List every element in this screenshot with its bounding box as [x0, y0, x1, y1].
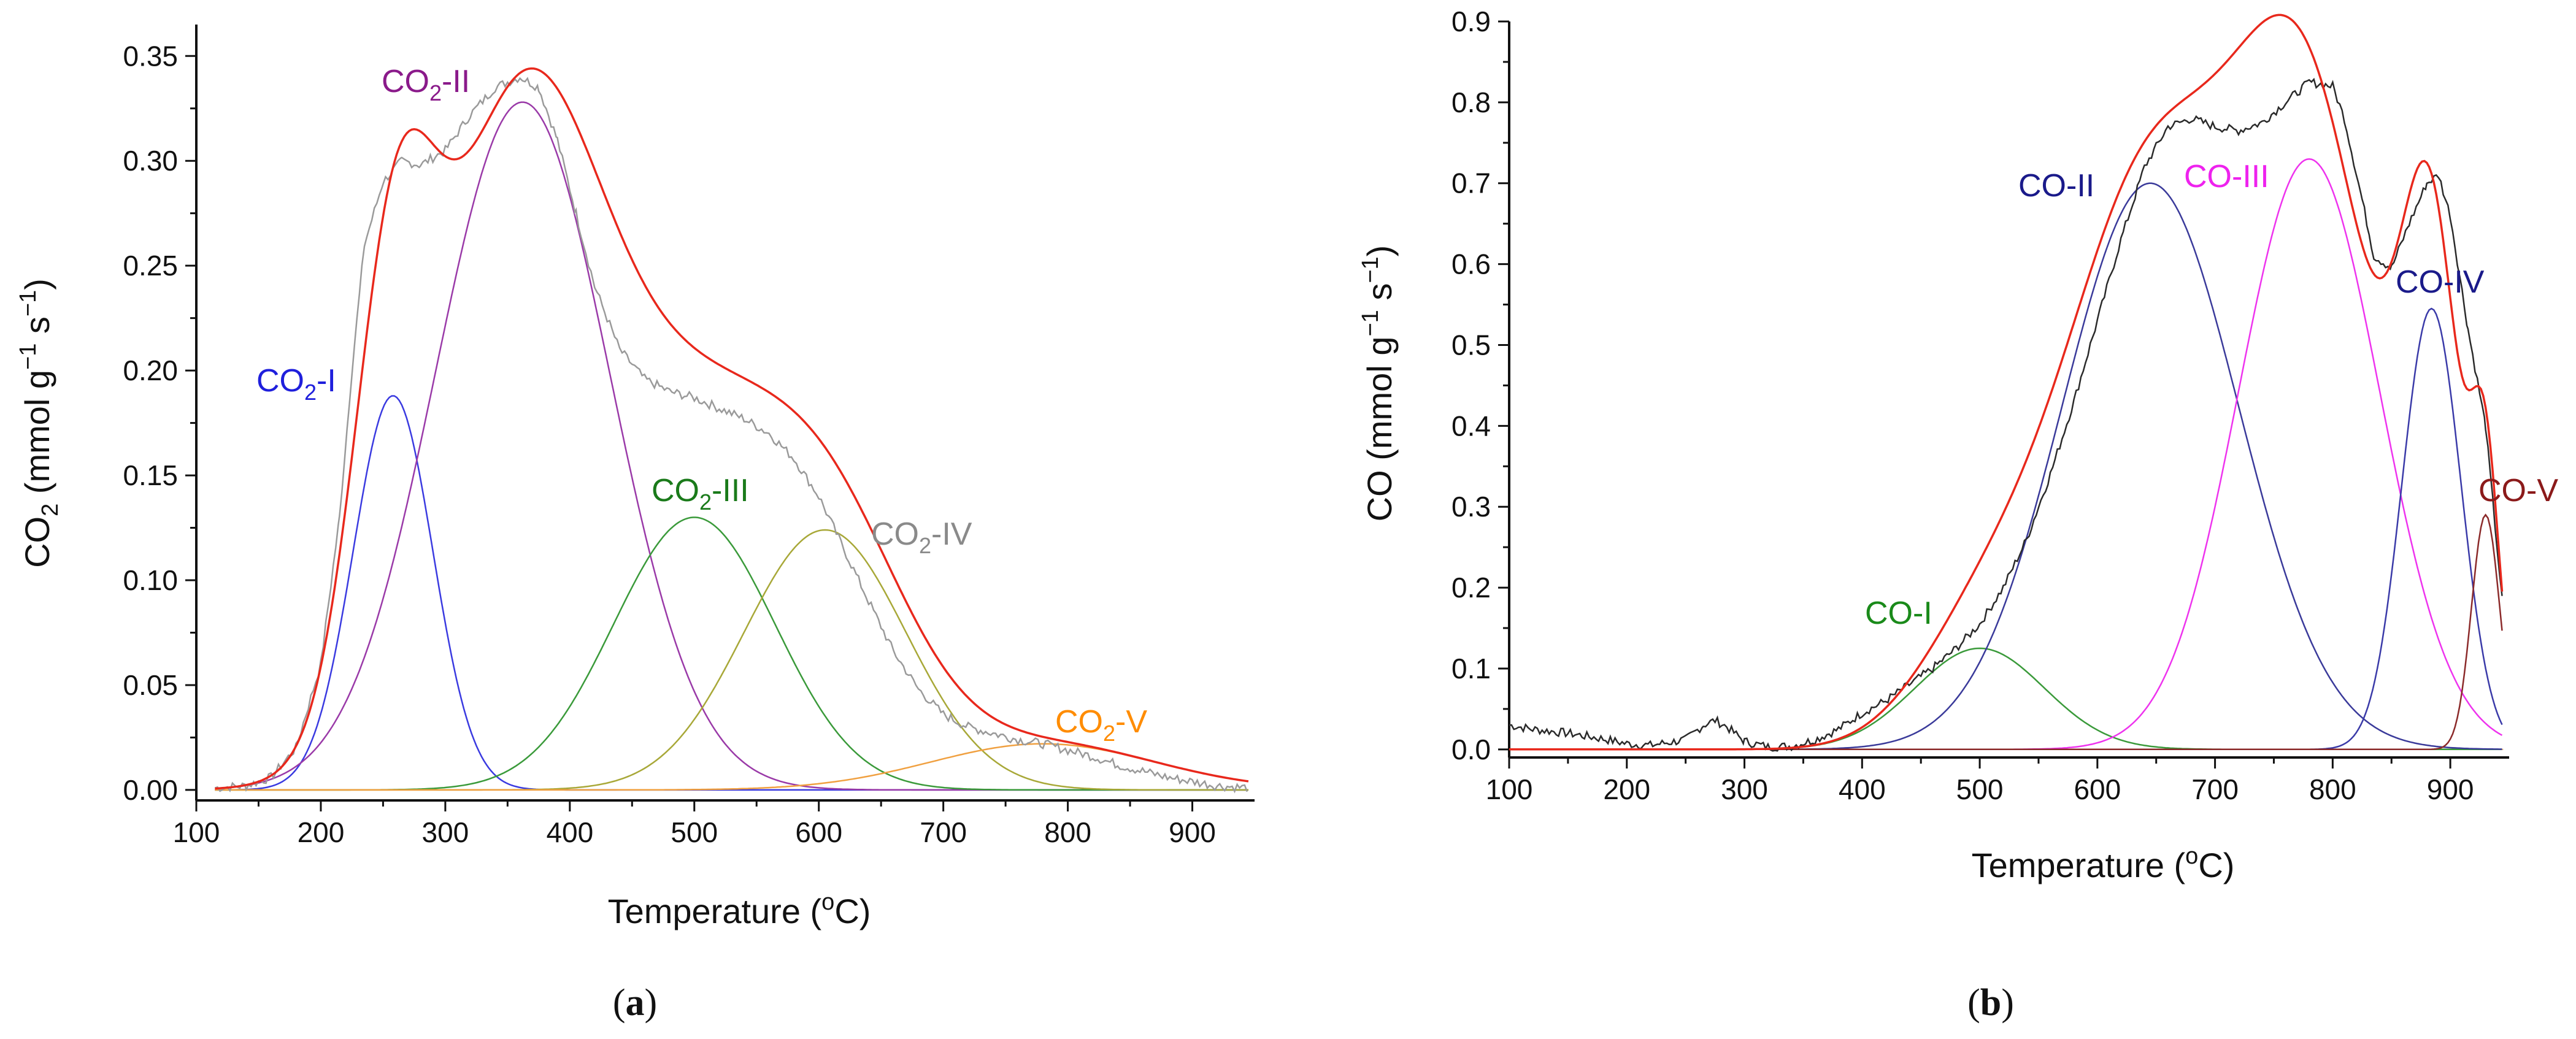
y-tick-label-b: 0.3	[1451, 491, 1491, 523]
y-tick-label-a: 0.15	[123, 459, 178, 491]
x-tick-label-b: 100	[1486, 773, 1533, 805]
x-tick-label-b: 200	[1603, 773, 1650, 805]
chart-panel-a: 100 200 300 400 500 600 700 800 900 0.00 0.05 0.10 0…	[15, 25, 1255, 1024]
peak-label-co-i: CO-I	[1865, 596, 1932, 631]
y-tick-label-b: 0.6	[1451, 248, 1491, 280]
x-tick-label-a: 300	[422, 816, 469, 848]
peak-label-co-iii: CO-III	[2184, 159, 2269, 194]
y-tick-label-b: 0.9	[1451, 6, 1491, 37]
experimental-curve-b	[1509, 77, 2503, 752]
x-tick-label-a: 200	[298, 816, 345, 848]
peak-label-co-ii: CO-II	[2018, 168, 2094, 204]
fit-curve-a	[215, 67, 1249, 790]
y-tick-label-a: 0.00	[123, 774, 178, 806]
x-tick-label-a: 500	[671, 816, 718, 848]
y-tick-label-a: 0.10	[123, 564, 178, 596]
y-tick-label-b: 0.2	[1451, 572, 1491, 604]
x-tick-label-a: 800	[1044, 816, 1091, 848]
y-tick-label-a: 0.20	[123, 355, 178, 386]
peak-label-co2-iv: CO2-IV	[871, 516, 972, 558]
peak-label-co2-i: CO2-I	[256, 363, 336, 405]
fit-curve-b	[1509, 13, 2504, 751]
y-tick-label-b: 0.1	[1451, 653, 1491, 684]
panel-label-b: (b)	[1967, 982, 2014, 1024]
y-tick-label-b: 0.7	[1451, 167, 1491, 199]
x-tick-label-b: 500	[1956, 773, 2004, 805]
y-tick-label-b: 0.5	[1451, 329, 1491, 361]
y-axis-title-a: CO2 (mmol g−1 s−1)	[15, 278, 63, 568]
panel-label-a: (a)	[613, 982, 657, 1024]
x-tick-label-a: 100	[173, 816, 220, 848]
x-axis-title-a: Temperature (oC)	[608, 889, 871, 930]
x-tick-label-b: 600	[2074, 773, 2121, 805]
x-tick-label-a: 400	[546, 816, 593, 848]
x-tick-label-b: 300	[1721, 773, 1768, 805]
x-tick-label-b: 400	[1839, 773, 1886, 805]
x-axis-title-b: Temperature (oC)	[1972, 843, 2235, 884]
peak-label-co-iv: CO-IV	[2396, 264, 2485, 300]
x-tick-label-a: 600	[795, 816, 842, 848]
y-axis-title-b: CO (mmol g−1 s−1)	[1358, 245, 1399, 522]
y-tick-label-a: 0.25	[123, 250, 178, 282]
experimental-curve-a	[215, 77, 1248, 794]
y-tick-label-a: 0.05	[123, 669, 178, 701]
x-tick-label-a: 900	[1169, 816, 1216, 848]
peak-label-co-v: CO-V	[2478, 473, 2558, 508]
peak-curve-a-5	[215, 743, 1249, 791]
x-tick-label-a: 700	[920, 816, 967, 848]
plot-area-a: 100 200 300 400 500 600 700 800 900 0.00 0.05 0.10 0…	[123, 25, 1255, 848]
plot-area-b: 100 200 300 400 500 600 700 800 900 0.0 0.1 0.2 0.3 0…	[1451, 6, 2509, 805]
y-tick-label-a: 0.35	[123, 40, 178, 72]
peak-label-co2-v: CO2-V	[1055, 704, 1147, 746]
y-tick-label-b: 0.4	[1451, 410, 1491, 442]
x-tick-label-b: 800	[2309, 773, 2356, 805]
y-tick-label-b: 0.0	[1451, 734, 1491, 765]
peak-label-co2-ii: CO2-II	[382, 64, 470, 105]
peak-label-co2-iii: CO2-III	[652, 473, 749, 515]
x-tick-label-b: 900	[2427, 773, 2474, 805]
chart-panel-b: 100 200 300 400 500 600 700 800 900 0.0 0.1 0.2 0.3 0…	[1358, 6, 2558, 1024]
x-tick-label-b: 700	[2191, 773, 2239, 805]
y-tick-label-b: 0.8	[1451, 86, 1491, 118]
y-tick-label-a: 0.30	[123, 145, 178, 177]
